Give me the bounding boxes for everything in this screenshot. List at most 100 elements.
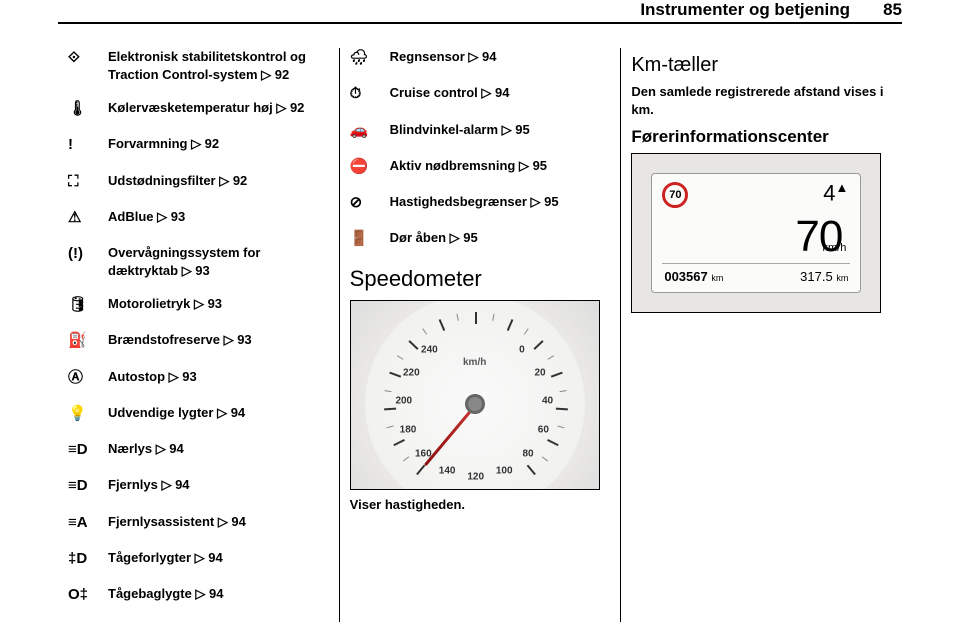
speedometer-tick-label: 20 (534, 367, 545, 378)
digital-speed-value: 70 (652, 212, 842, 262)
indicator-symbol: ≡D (68, 476, 108, 496)
indicator-entry: ≡DNærlys ▷ 94 (68, 440, 329, 460)
speedometer-tick-label: 140 (439, 466, 456, 477)
indicator-symbol: ⛶ (68, 172, 108, 192)
manual-page: Instrumenter og betjening 85 ⟐Elektronis… (0, 0, 960, 642)
indicator-symbol: ‡D (68, 549, 108, 569)
indicator-symbol: 🌡 (68, 99, 108, 119)
odometer-value: 003567 (664, 269, 707, 284)
indicator-symbol: (!) (68, 244, 108, 279)
indicator-entry: (!)Overvågningssystem for dæktryktab ▷ 9… (68, 244, 329, 279)
indicator-entry: ⚠AdBlue ▷ 93 (68, 208, 329, 228)
driver-info-heading: Førerinformationscenter (631, 127, 892, 147)
digital-speed-unit: km/h (823, 242, 847, 254)
speed-limit-value: 70 (662, 182, 688, 208)
speedometer-tick-label: 240 (421, 344, 438, 355)
indicator-symbol: 🛢 (68, 295, 108, 315)
indicator-symbol: ≡A (68, 513, 108, 533)
indicator-text: Tågebaglygte ▷ 94 (108, 585, 329, 605)
indicator-text: Regnsensor ▷ 94 (390, 48, 611, 68)
column-2: 🌧Regnsensor ▷ 94⏱Cruise control ▷ 94🚗Bli… (340, 48, 621, 622)
speedometer-tick-label: 60 (538, 424, 549, 435)
column-1: ⟐Elektronisk stabilitetskontrol og Tract… (58, 48, 339, 622)
speedometer-unit-label: km/h (463, 357, 486, 368)
header-rule (58, 22, 902, 24)
indicator-text: Aktiv nødbremsning ▷ 95 (390, 157, 611, 177)
indicator-entry: ⛔Aktiv nødbremsning ▷ 95 (350, 157, 611, 177)
indicator-text: AdBlue ▷ 93 (108, 208, 329, 228)
km-counter-text: Den samlede registrerede afstand vises i… (631, 83, 892, 119)
trip-value: 317.5 (800, 269, 833, 284)
indicator-entry: ≡DFjernlys ▷ 94 (68, 476, 329, 496)
indicator-text: Dør åben ▷ 95 (390, 229, 611, 249)
indicator-symbol: ⛔ (350, 157, 390, 177)
speedometer-tick-label: 120 (467, 472, 484, 483)
info-divider (662, 263, 850, 264)
page-number: 85 (883, 0, 902, 20)
indicator-symbol: ⟐ (68, 48, 108, 83)
indicator-text: Brændstofreserve ▷ 93 (108, 331, 329, 351)
speed-limit-sign: 70 (662, 182, 688, 208)
speedometer-caption: Viser hastigheden. (350, 496, 611, 514)
gear-indicator: 4▲ (823, 180, 848, 206)
indicator-text: Blindvinkel-alarm ▷ 95 (390, 121, 611, 141)
trip-unit: km (836, 273, 848, 283)
indicator-entry: ≡AFjernlysassistent ▷ 94 (68, 513, 329, 533)
indicator-entry: O‡Tågebaglygte ▷ 94 (68, 585, 329, 605)
indicator-symbol: ⛽ (68, 331, 108, 351)
indicator-symbol: O‡ (68, 585, 108, 605)
indicator-text: Fjernlysassistent ▷ 94 (108, 513, 329, 533)
indicator-text: Tågeforlygter ▷ 94 (108, 549, 329, 569)
indicator-symbol: 🚪 (350, 229, 390, 249)
indicator-text: Kølervæsketemperatur høj ▷ 92 (108, 99, 329, 119)
indicator-text: Udvendige lygter ▷ 94 (108, 404, 329, 424)
indicator-entry: 🚗Blindvinkel-alarm ▷ 95 (350, 121, 611, 141)
odometer-unit: km (711, 273, 723, 283)
speedometer-figure: km/h 020406080100120140160180200220240 (350, 300, 600, 490)
indicator-text: Autostop ▷ 93 (108, 368, 329, 388)
indicator-text: Fjernlys ▷ 94 (108, 476, 329, 496)
content-columns: ⟐Elektronisk stabilitetskontrol og Tract… (58, 48, 902, 622)
speedometer-tick-label: 180 (400, 424, 417, 435)
indicator-entry: !Forvarmning ▷ 92 (68, 135, 329, 155)
km-counter-heading: Km-tæller (631, 54, 892, 77)
driver-info-screen: 70 4▲ 70 km/h 003567 km 317.5 km (651, 173, 861, 293)
indicator-entry: ⛽Brændstofreserve ▷ 93 (68, 331, 329, 351)
gear-shift-arrow: ▲ (835, 180, 848, 195)
indicator-entry: 🚪Dør åben ▷ 95 (350, 229, 611, 249)
indicator-entry: ⊘Hastighedsbegrænser ▷ 95 (350, 193, 611, 213)
indicator-symbol: ⏱ (350, 84, 390, 104)
speedometer-tick-label: 80 (522, 449, 533, 460)
indicator-text: Udstødningsfilter ▷ 92 (108, 172, 329, 192)
indicator-entry: 💡Udvendige lygter ▷ 94 (68, 404, 329, 424)
indicator-text: Cruise control ▷ 94 (390, 84, 611, 104)
trip-meter: 317.5 km (800, 269, 848, 284)
indicator-entry: ⒶAutostop ▷ 93 (68, 368, 329, 388)
indicator-symbol: ! (68, 135, 108, 155)
column-3: Km-tæller Den samlede registrerede afsta… (621, 48, 902, 622)
indicator-text: Nærlys ▷ 94 (108, 440, 329, 460)
indicator-text: Overvågningssystem for dæktryktab ▷ 93 (108, 244, 329, 279)
indicator-symbol: 🚗 (350, 121, 390, 141)
indicator-text: Hastighedsbegrænser ▷ 95 (390, 193, 611, 213)
indicator-entry: ‡DTågeforlygter ▷ 94 (68, 549, 329, 569)
indicator-symbol: ⚠ (68, 208, 108, 228)
indicator-text: Motorolietryk ▷ 93 (108, 295, 329, 315)
indicator-entry: ⏱Cruise control ▷ 94 (350, 84, 611, 104)
driver-info-figure: 70 4▲ 70 km/h 003567 km 317.5 km (631, 153, 881, 313)
indicator-entry: 🛢Motorolietryk ▷ 93 (68, 295, 329, 315)
speedometer-tick-label: 40 (542, 395, 553, 406)
speedometer-tick-label: 200 (395, 395, 412, 406)
indicator-entry: 🌧Regnsensor ▷ 94 (350, 48, 611, 68)
indicator-symbol: Ⓐ (68, 368, 108, 388)
gear-value: 4 (823, 181, 835, 206)
indicator-symbol: 🌧 (350, 48, 390, 68)
odometer: 003567 km (664, 269, 723, 284)
running-header-title: Instrumenter og betjening (640, 0, 850, 20)
indicator-entry: 🌡Kølervæsketemperatur høj ▷ 92 (68, 99, 329, 119)
speedometer-heading: Speedometer (350, 266, 611, 292)
indicator-symbol: ≡D (68, 440, 108, 460)
indicator-symbol: 💡 (68, 404, 108, 424)
indicator-text: Elektronisk stabilitetskontrol og Tracti… (108, 48, 329, 83)
indicator-text: Forvarmning ▷ 92 (108, 135, 329, 155)
